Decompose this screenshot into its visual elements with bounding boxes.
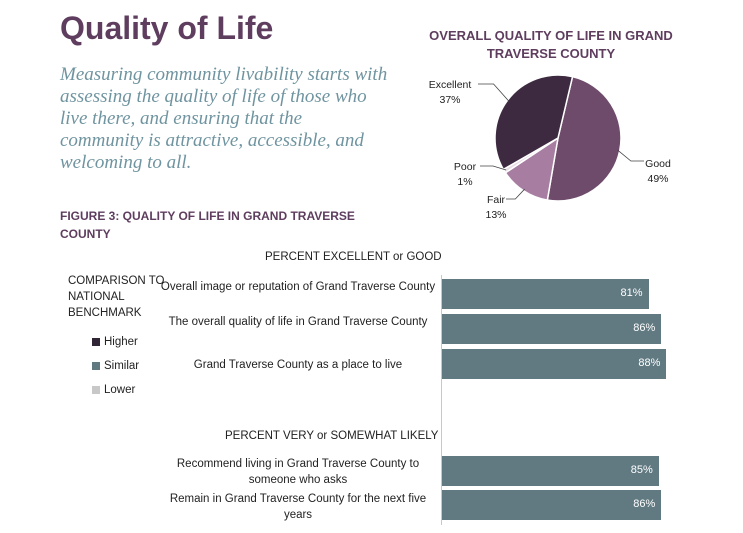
bar-value-label: 86% [633,498,656,510]
legend-label-lower: Lower [104,384,136,396]
legend-swatch-higher [92,338,100,346]
section-header-likely: PERCENT VERY or SOMEWHAT LIKELY [225,430,439,442]
pie-label-excellent: Excellent [429,79,472,91]
pie-value-poor: 1% [457,176,472,188]
legend-item-similar: Similar [92,360,139,372]
pie-leader-line [480,165,507,171]
pie-value-excellent: 37% [439,94,460,106]
pie-leader-line [617,149,644,162]
pie-label-poor: Poor [454,161,477,173]
bar: 81% [442,279,649,309]
legend-title: COMPARISON TO NATIONAL BENCHMARK [68,273,168,321]
pie-leader-line [506,188,525,200]
pie-value-fair: 13% [485,209,506,221]
page-title: Quality of Life [60,10,274,46]
legend-item-higher: Higher [92,336,138,348]
bar: 88% [442,349,667,379]
bar-value-label: 81% [620,287,643,299]
legend-label-higher: Higher [104,336,138,348]
bar: 86% [442,314,662,344]
bar-label: Recommend living in Grand Traverse Count… [176,458,420,486]
legend-item-lower: Lower [92,384,135,396]
bar-label: Grand Traverse County as a place to live [193,359,403,371]
legend-swatch-lower [92,386,100,394]
bar: 86% [442,490,662,520]
section-header-excellent-good: PERCENT EXCELLENT or GOOD [265,251,442,263]
pie-chart-title: OVERALL QUALITY OF LIFE IN GRAND TRAVERS… [429,28,673,61]
intro-text: Measuring community livability starts wi… [60,64,388,173]
quality-of-life-pie-chart: Excellent 37% Good 49% Fair 13% Poor 1% [429,74,671,221]
figure-title: FIGURE 3: QUALITY OF LIFE IN GRAND TRAVE… [60,209,355,241]
bar-value-label: 86% [633,322,656,334]
bar-label: Overall image or reputation of Grand Tra… [160,281,436,293]
bar-value-label: 85% [630,464,653,476]
bar-value-label: 88% [638,357,661,369]
bar-label: The overall quality of life in Grand Tra… [168,316,428,328]
legend-label-similar: Similar [104,360,140,372]
pie-value-good: 49% [647,173,668,185]
pie-leader-line [478,83,510,102]
bar-axis-line [441,275,442,525]
legend-swatch-similar [92,362,100,370]
pie-label-fair: Fair [487,194,506,206]
bar: 85% [442,456,659,486]
pie-label-good: Good [645,158,671,170]
legend-title-text: COMPARISON TO NATIONAL BENCHMARK [68,275,165,319]
bar-label: Remain in Grand Traverse County for the … [169,493,427,521]
